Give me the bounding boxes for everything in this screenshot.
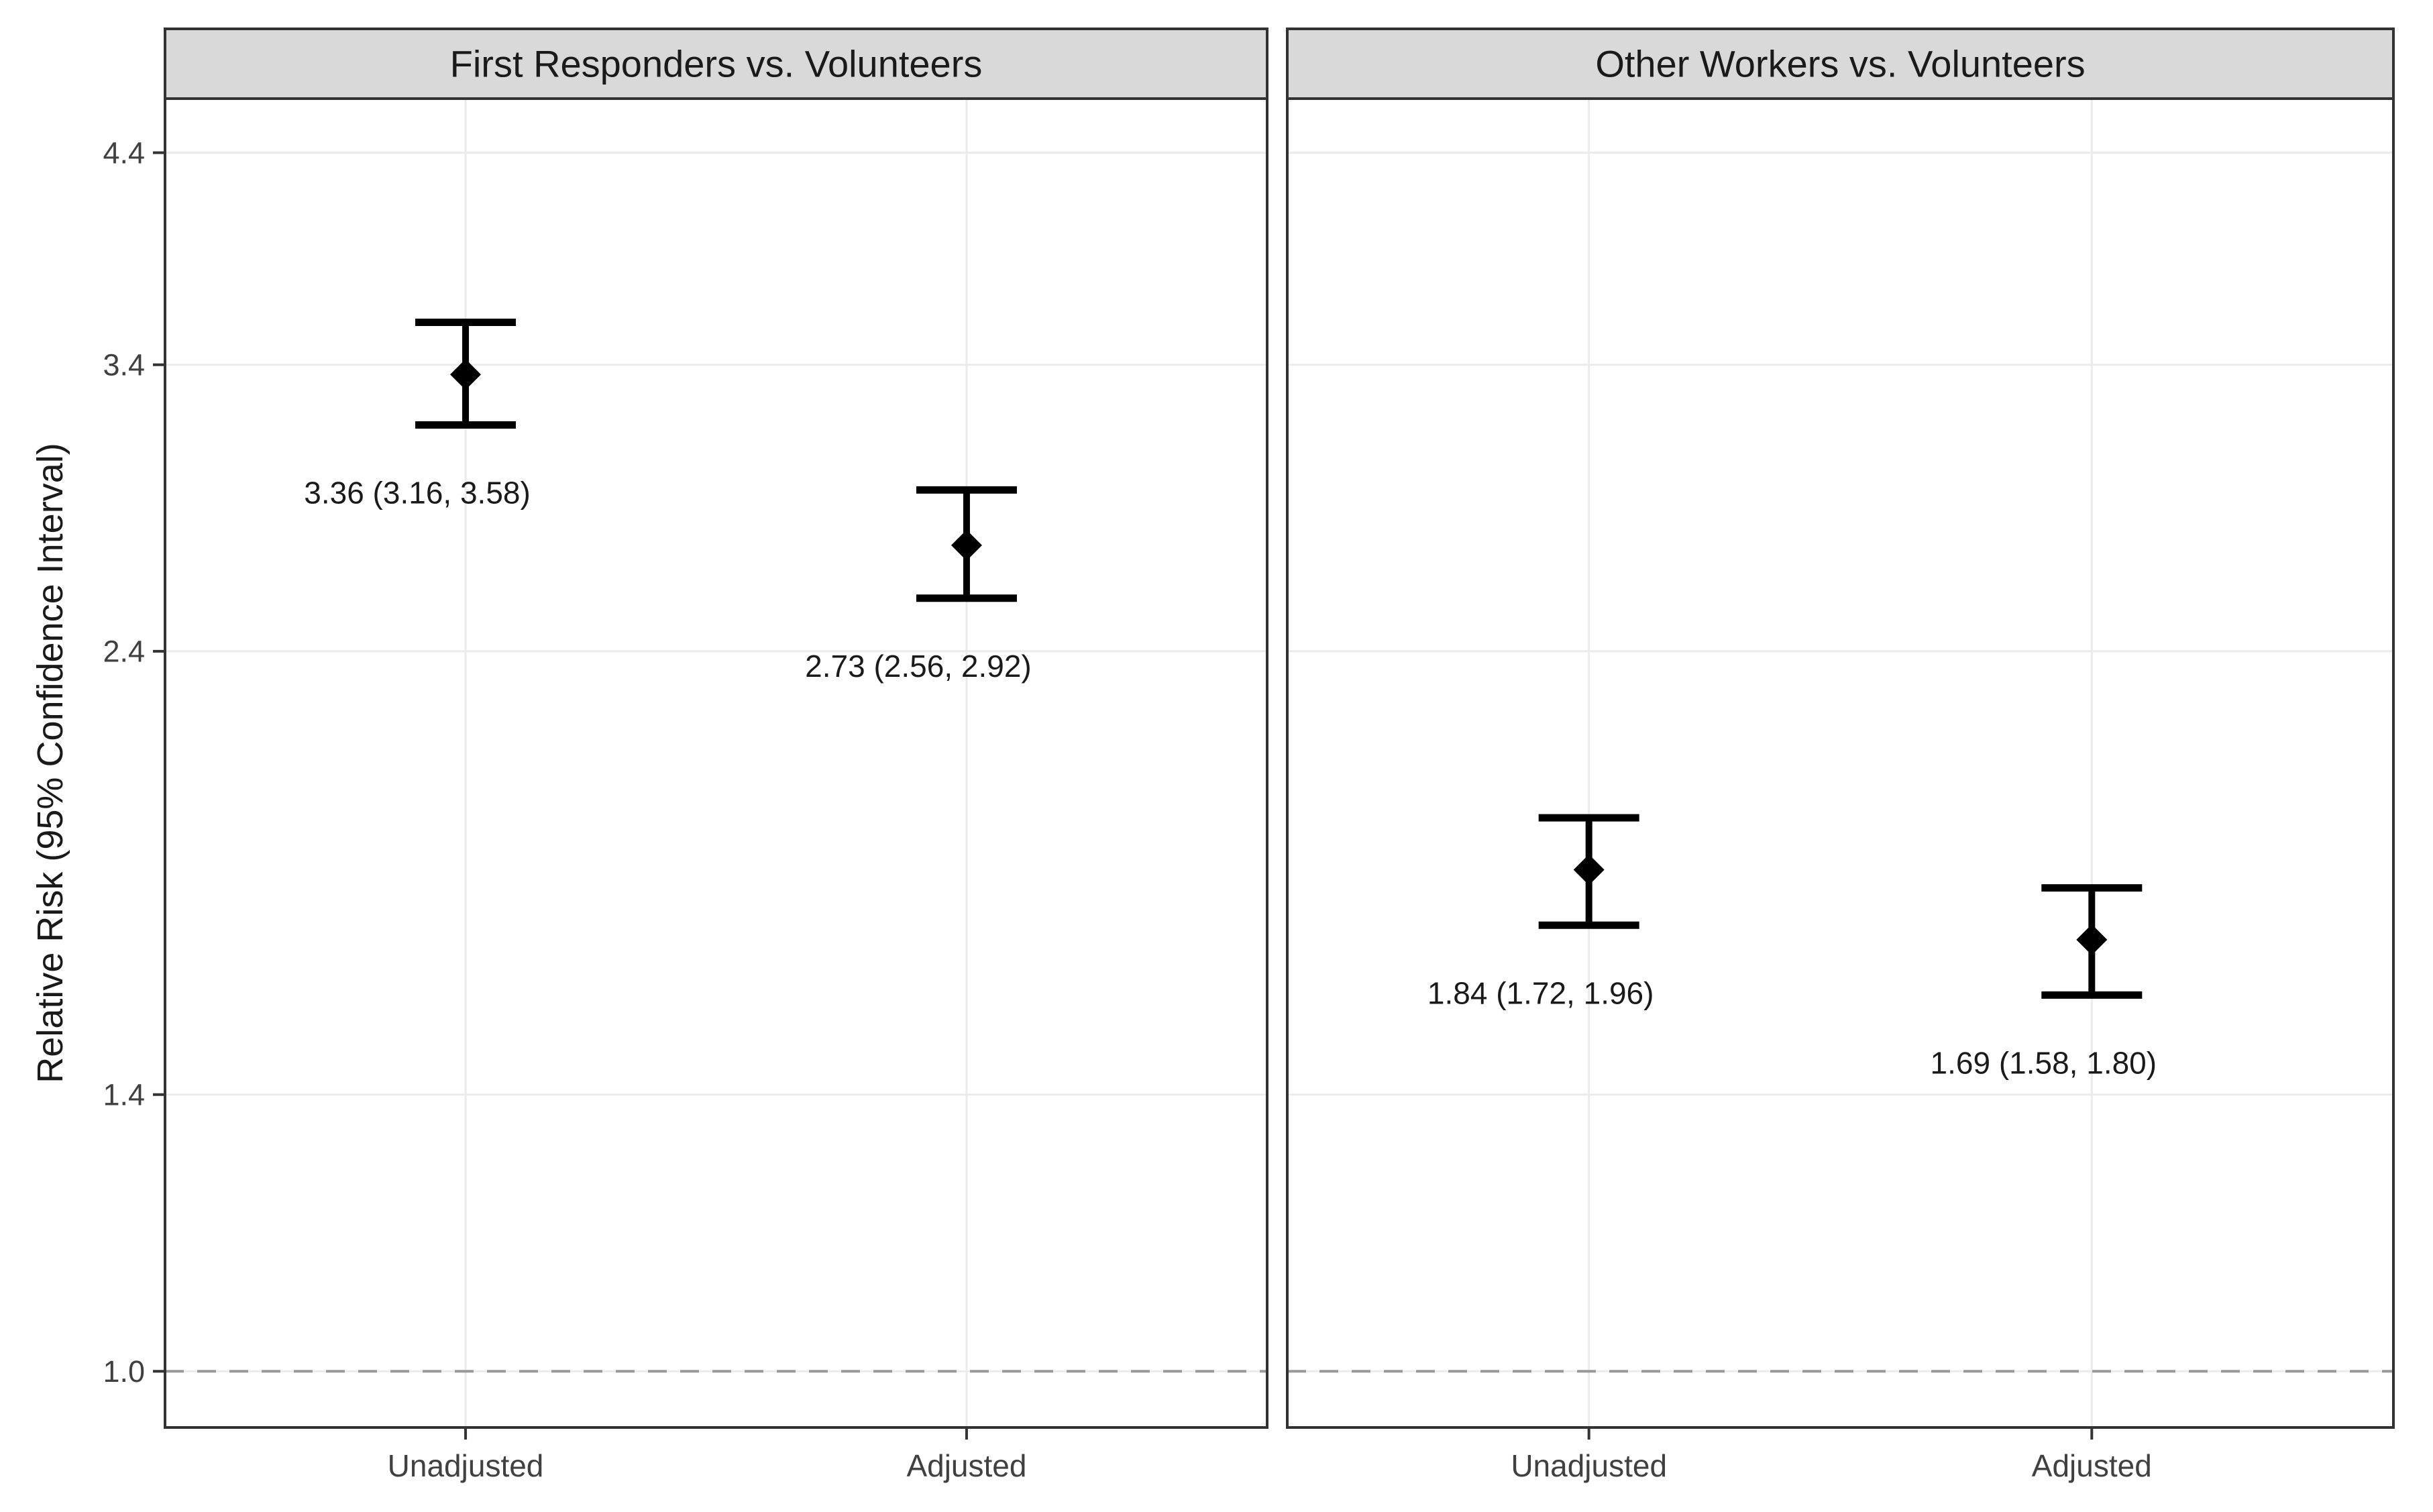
point-diamond	[951, 529, 982, 561]
y-tick-label: 1.4	[103, 1077, 145, 1112]
panel-strip	[1286, 28, 2395, 100]
panel	[165, 99, 1267, 1427]
point-diamond	[2076, 924, 2108, 955]
point-label: 1.69 (1.58, 1.80)	[1931, 1046, 2157, 1081]
point-label: 3.36 (3.16, 3.58)	[304, 476, 531, 510]
strip-title: Other Workers vs. Volunteers	[1595, 43, 2085, 85]
y-axis-title: Relative Risk (95% Confidence Interval)	[30, 443, 70, 1083]
x-tick-label: Unadjusted	[388, 1448, 544, 1483]
point-diamond	[450, 359, 482, 390]
panel	[1287, 99, 2393, 1427]
x-tick-label: Adjusted	[2032, 1448, 2152, 1483]
point-label: 2.73 (2.56, 2.92)	[805, 649, 1032, 684]
y-tick-label: 3.4	[103, 348, 145, 382]
point-diamond	[1573, 854, 1605, 885]
x-tick-label: Adjusted	[906, 1448, 1026, 1483]
y-tick-label: 2.4	[103, 635, 145, 669]
y-tick-label: 1.0	[103, 1354, 145, 1389]
strip-title: First Responders vs. Volunteers	[450, 43, 983, 85]
point-label: 1.84 (1.72, 1.96)	[1427, 975, 1654, 1010]
panel-strip	[164, 28, 1268, 100]
x-tick-label: Unadjusted	[1511, 1448, 1667, 1483]
y-tick-label: 4.4	[103, 136, 145, 170]
